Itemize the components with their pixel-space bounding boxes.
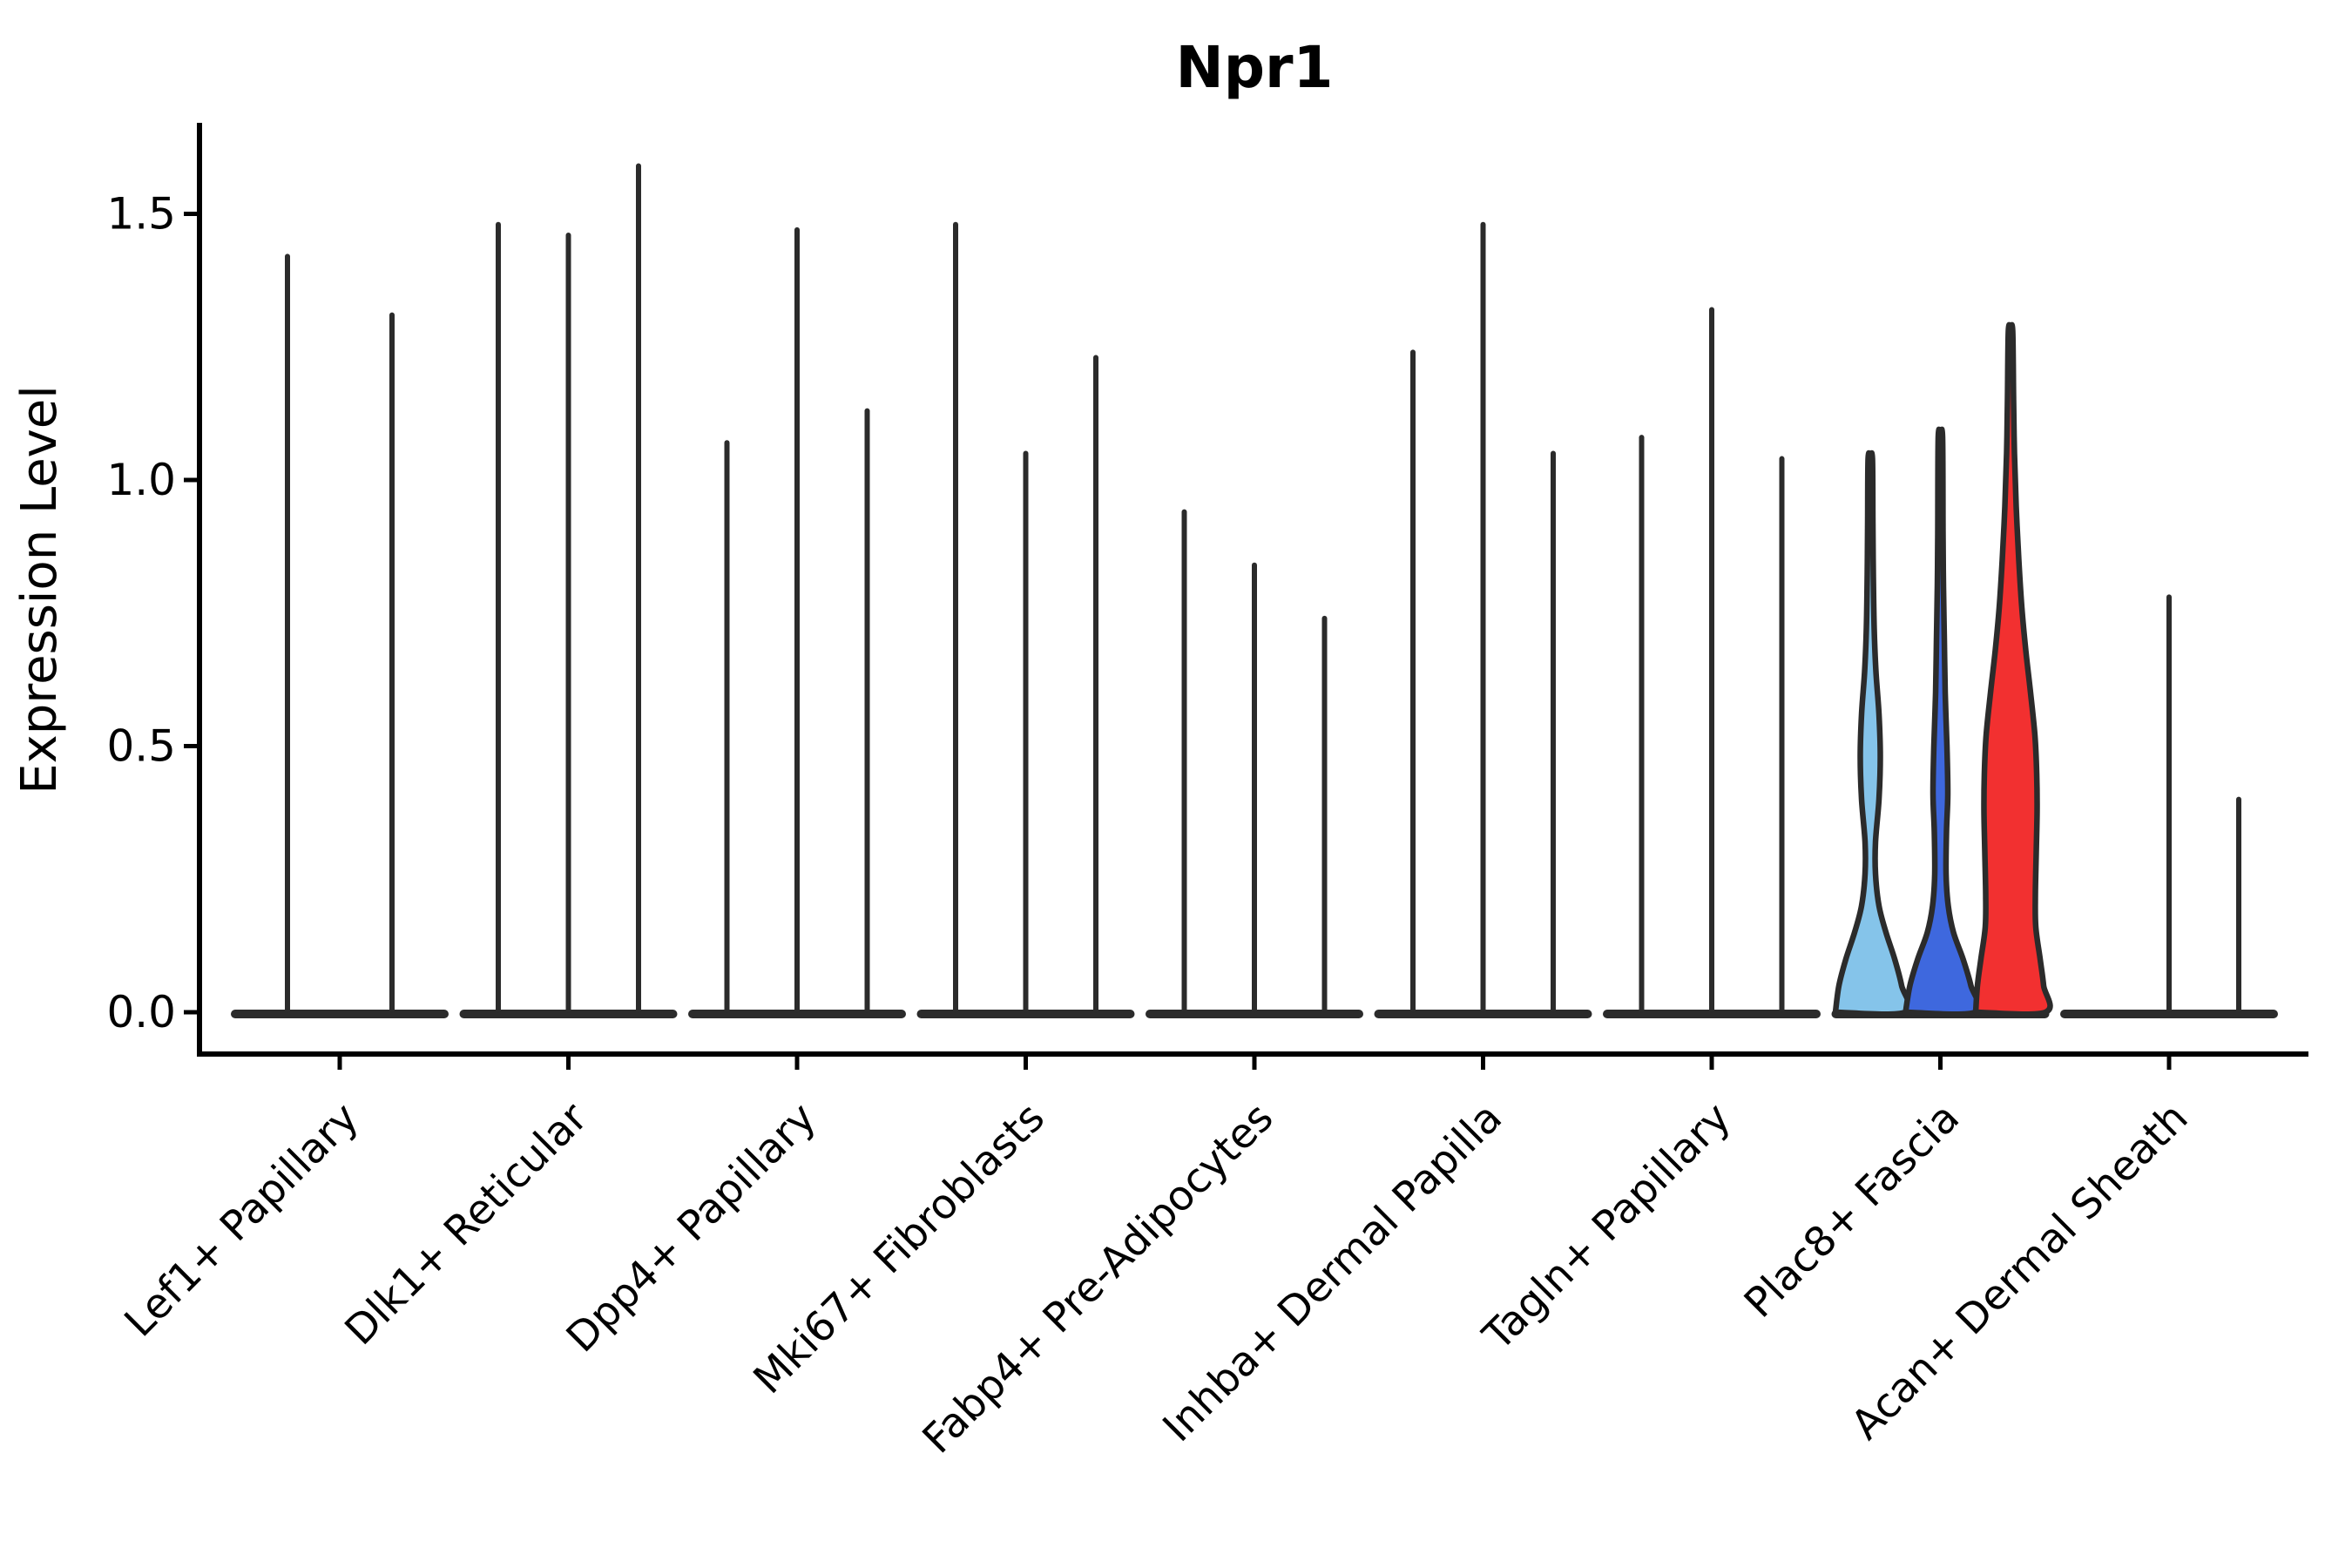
x-tick-label: Lef1+ Papillary — [116, 1094, 368, 1347]
y-tick-label: 0.0 — [106, 987, 176, 1037]
x-tick-label: Tagln+ Papillary — [1474, 1094, 1740, 1361]
violin-filled — [1972, 321, 2053, 1017]
violin-filled — [1903, 426, 1983, 1017]
y-tick-label: 1.0 — [106, 455, 176, 505]
y-tick-label: 0.5 — [106, 721, 176, 772]
x-tick-label: Plac8+ Fascia — [1735, 1094, 1969, 1328]
x-tick-label: Dlk1+ Reticular — [336, 1093, 598, 1355]
y-axis-label: Expression Level — [11, 385, 68, 794]
y-tick-label: 1.5 — [106, 189, 176, 240]
x-tick-label: Dpp4+ Papillary — [558, 1094, 826, 1362]
violin-filled — [1832, 449, 1913, 1017]
chart-title: Npr1 — [1176, 34, 1334, 101]
